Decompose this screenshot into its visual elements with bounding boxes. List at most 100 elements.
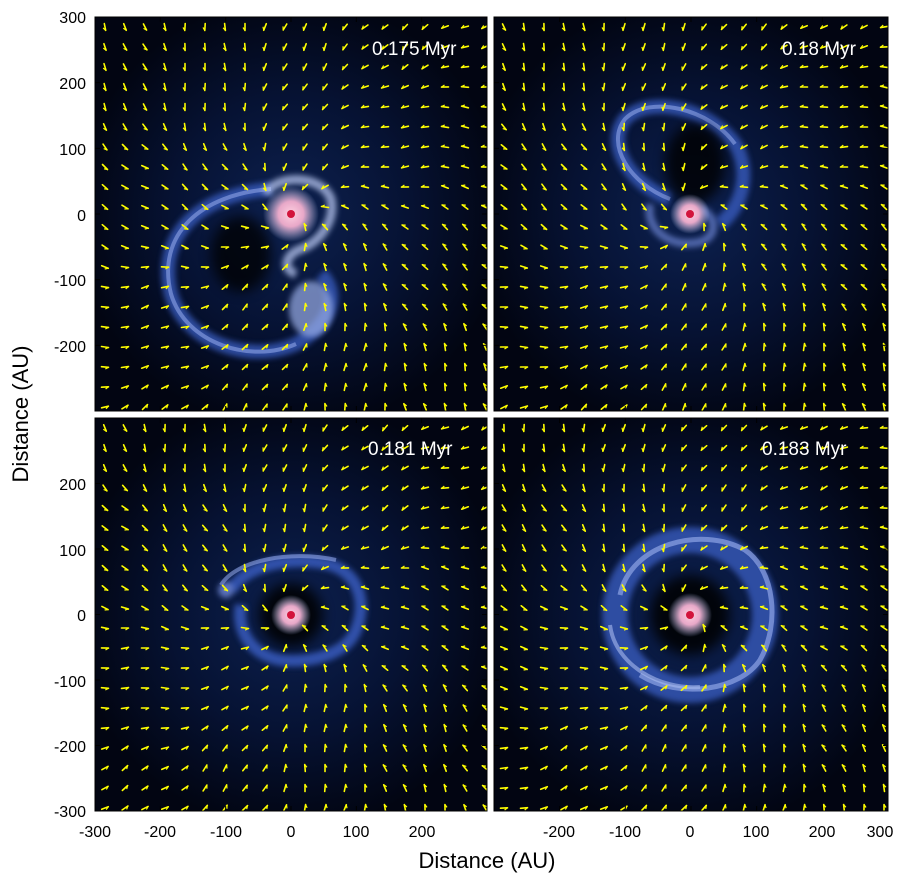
- velocity-vector-head: [362, 645, 367, 647]
- velocity-vector-head: [225, 686, 229, 690]
- velocity-vector-head: [481, 445, 485, 450]
- velocity-vector-head: [381, 104, 385, 108]
- velocity-vector: [460, 184, 470, 190]
- velocity-vector: [641, 584, 647, 592]
- velocity-vector-head: [361, 446, 365, 450]
- velocity-vector-head: [185, 746, 189, 750]
- velocity-vector: [282, 743, 288, 753]
- velocity-vector-head: [145, 687, 149, 691]
- velocity-vector: [820, 485, 828, 491]
- velocity-vector-head: [881, 263, 886, 266]
- velocity-vector-head: [723, 243, 727, 247]
- velocity-vector-head: [185, 405, 189, 409]
- velocity-vector: [740, 144, 748, 150]
- velocity-vector: [660, 303, 668, 311]
- velocity-vector-head: [364, 744, 368, 748]
- velocity-vector-head: [441, 124, 446, 127]
- velocity-vector-head: [602, 188, 607, 191]
- velocity-vector-head: [782, 664, 787, 668]
- velocity-vector: [363, 763, 367, 773]
- velocity-vector-head: [344, 403, 348, 407]
- velocity-vector-head: [461, 585, 466, 588]
- velocity-vector: [720, 524, 728, 532]
- velocity-vector-head: [361, 466, 365, 470]
- velocity-vector: [241, 725, 249, 731]
- velocity-vector-head: [760, 105, 764, 109]
- velocity-vector-head: [604, 266, 608, 270]
- velocity-vector: [741, 262, 747, 272]
- velocity-vector: [680, 444, 688, 452]
- velocity-vector-head: [124, 247, 129, 250]
- velocity-vector-head: [641, 147, 645, 151]
- velocity-vector: [582, 443, 586, 453]
- velocity-vector-head: [365, 343, 368, 348]
- velocity-vector-head: [401, 506, 404, 511]
- velocity-vector: [521, 543, 527, 553]
- velocity-vector-head: [543, 647, 548, 651]
- velocity-vector-head: [102, 87, 107, 91]
- velocity-vector-head: [402, 264, 407, 266]
- velocity-vector-head: [143, 488, 147, 492]
- velocity-vector: [722, 763, 726, 773]
- velocity-vector-head: [744, 323, 747, 328]
- velocity-vector-head: [424, 804, 428, 808]
- velocity-vector-head: [481, 526, 485, 530]
- velocity-vector: [162, 143, 168, 151]
- velocity-vector-head: [644, 666, 648, 670]
- velocity-vector-head: [182, 488, 187, 492]
- velocity-vector: [480, 25, 487, 30]
- velocity-vector: [163, 82, 167, 92]
- velocity-vector-head: [381, 645, 386, 648]
- velocity-vector: [681, 744, 687, 752]
- velocity-vector: [460, 626, 470, 630]
- velocity-vector: [841, 684, 847, 692]
- velocity-vector: [861, 723, 867, 733]
- velocity-vector: [443, 322, 447, 332]
- velocity-vector: [799, 426, 809, 430]
- velocity-vector: [420, 165, 430, 169]
- velocity-vector: [720, 204, 728, 210]
- velocity-vector-head: [602, 588, 606, 592]
- velocity-vector-head: [402, 303, 407, 306]
- velocity-vector: [401, 465, 409, 471]
- velocity-vector: [562, 82, 566, 92]
- velocity-vector: [122, 424, 128, 432]
- velocity-vector: [499, 365, 509, 369]
- velocity-vector: [539, 385, 549, 389]
- velocity-vector: [501, 524, 507, 532]
- velocity-vector-head: [265, 685, 269, 690]
- velocity-vector: [143, 443, 147, 453]
- velocity-vector-head: [243, 609, 248, 611]
- velocity-vector-head: [783, 343, 787, 347]
- velocity-vector-head: [601, 548, 605, 552]
- velocity-vector-head: [742, 283, 747, 287]
- velocity-vector-head: [381, 605, 386, 608]
- velocity-vector: [422, 684, 428, 692]
- velocity-vector-head: [720, 565, 724, 570]
- velocity-vector: [721, 363, 727, 371]
- velocity-vector-head: [461, 485, 465, 490]
- velocity-vector: [541, 544, 547, 552]
- velocity-vector-head: [321, 185, 325, 189]
- velocity-vector-head: [266, 324, 269, 329]
- velocity-vector-head: [561, 87, 565, 91]
- velocity-vector: [742, 763, 746, 773]
- velocity-vector-head: [282, 186, 285, 191]
- velocity-vector: [861, 382, 867, 392]
- velocity-vector: [620, 764, 628, 772]
- velocity-vector-head: [800, 465, 804, 470]
- velocity-vector-head: [544, 346, 548, 350]
- velocity-vector: [101, 163, 109, 171]
- velocity-vector-head: [744, 343, 747, 348]
- velocity-vector-head: [365, 383, 368, 388]
- velocity-vector: [539, 646, 549, 650]
- velocity-vector: [343, 402, 347, 411]
- velocity-vector-head: [564, 266, 568, 270]
- velocity-vector-head: [562, 148, 567, 151]
- velocity-vector-head: [840, 465, 844, 470]
- velocity-vector: [242, 443, 248, 453]
- velocity-vector: [639, 265, 649, 269]
- velocity-vector: [160, 285, 170, 289]
- velocity-vector-head: [700, 446, 703, 451]
- velocity-vector: [499, 706, 509, 710]
